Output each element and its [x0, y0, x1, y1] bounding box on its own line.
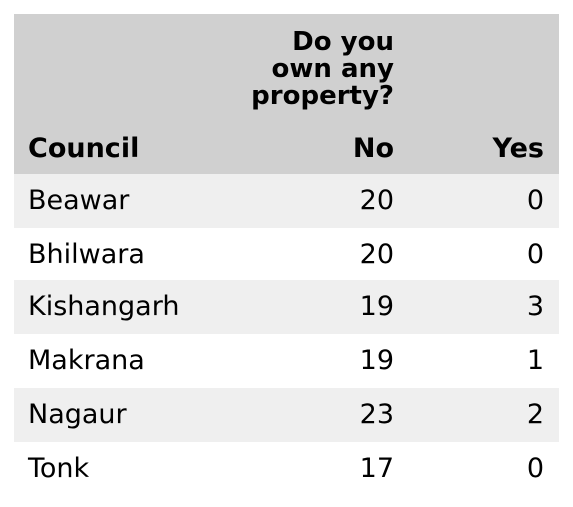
table-body: Beawar 20 0 Bhilwara 20 0 Kishangarh 19 …	[14, 174, 559, 496]
cell-yes: 2	[526, 399, 544, 430]
cell-council: Nagaur	[28, 399, 127, 430]
table-row: Nagaur 23 2	[14, 388, 559, 442]
cell-yes: 0	[526, 185, 544, 216]
table-header: Do you own any property? Council No Yes	[14, 14, 559, 174]
table-row: Kishangarh 19 3	[14, 280, 559, 334]
cell-no: 19	[359, 345, 394, 376]
cell-yes: 1	[526, 345, 544, 376]
question-title: Do you own any property?	[251, 27, 394, 111]
cell-no: 20	[359, 185, 394, 216]
cell-council: Beawar	[28, 185, 130, 216]
column-header-council: Council	[28, 133, 140, 164]
cell-council: Kishangarh	[28, 291, 180, 322]
cell-no: 19	[359, 291, 394, 322]
table-row: Tonk 17 0	[14, 442, 559, 496]
column-header-no: No	[352, 133, 394, 164]
cell-no: 23	[359, 399, 394, 430]
cell-council: Bhilwara	[28, 239, 145, 270]
cell-yes: 0	[526, 239, 544, 270]
cell-council: Makrana	[28, 345, 145, 376]
column-header-yes: Yes	[492, 133, 544, 164]
cell-yes: 0	[526, 453, 544, 484]
cell-council: Tonk	[28, 453, 90, 484]
table-row: Bhilwara 20 0	[14, 228, 559, 280]
cell-yes: 3	[526, 291, 544, 322]
table-row: Beawar 20 0	[14, 174, 559, 228]
cell-no: 17	[359, 453, 394, 484]
table-row: Makrana 19 1	[14, 334, 559, 388]
property-table: Do you own any property? Council No Yes …	[14, 14, 559, 496]
cell-no: 20	[359, 239, 394, 270]
